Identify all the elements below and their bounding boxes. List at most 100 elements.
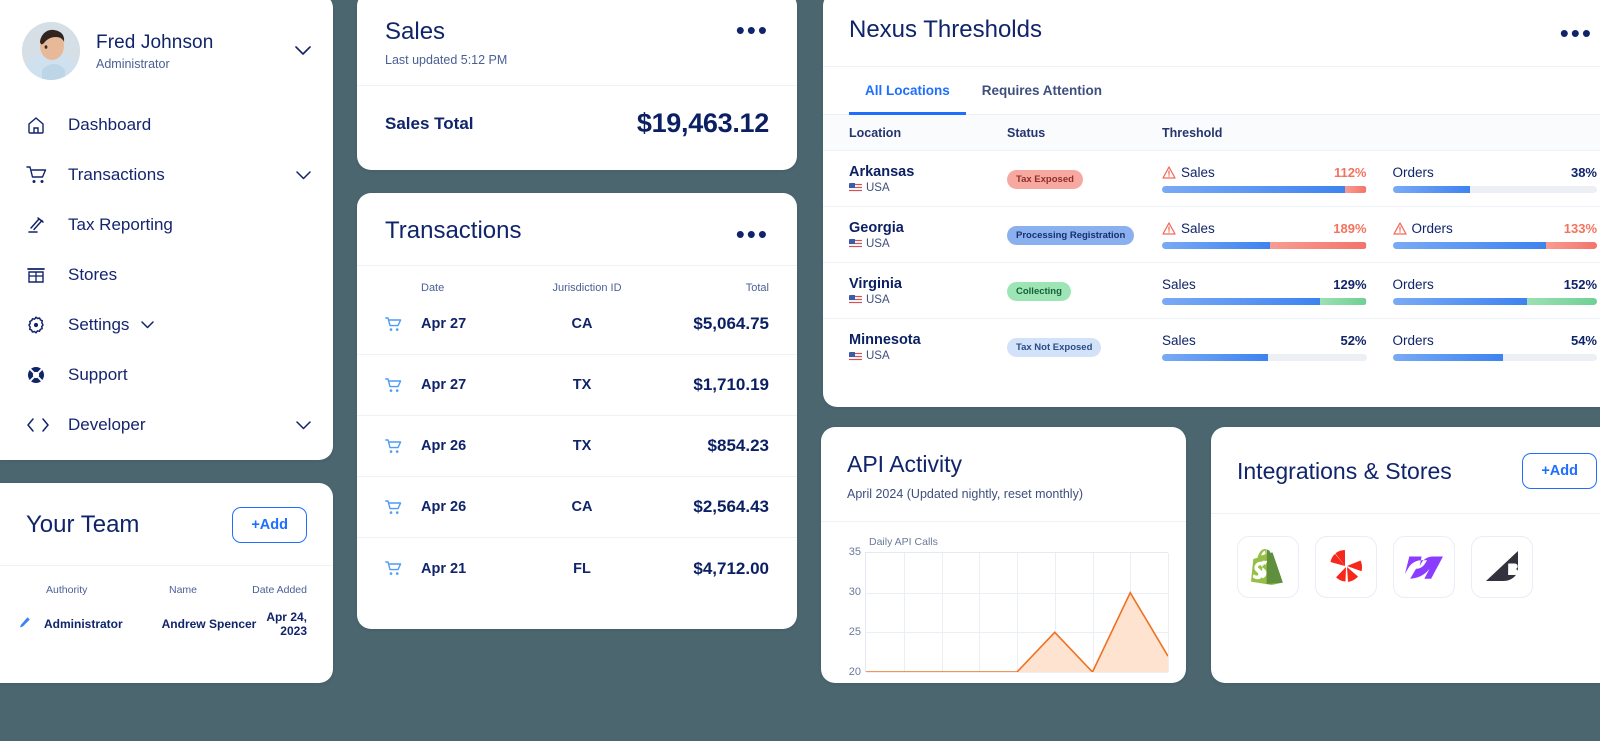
chart-gridline xyxy=(866,632,1168,634)
chart-gridline xyxy=(866,592,1168,594)
progress-bar xyxy=(1162,185,1367,193)
cart-icon xyxy=(385,377,421,393)
chevron-down-icon[interactable] xyxy=(296,420,311,430)
location-name: Minnesota xyxy=(849,332,921,348)
team-col-date: Date Added xyxy=(252,584,307,596)
chart-y-tick: 35 xyxy=(848,546,861,558)
chart-y-tick: 30 xyxy=(848,585,861,598)
cart-icon xyxy=(385,438,421,454)
chart-plot-area: 35 30 25 20 xyxy=(831,546,1169,678)
team-title: Your Team xyxy=(26,511,140,538)
metric-label: Orders xyxy=(1392,276,1434,292)
metric-label: Orders xyxy=(1392,164,1434,180)
profile-name: Fred Johnson xyxy=(96,31,214,53)
nexus-location: Georgia USA xyxy=(849,220,1007,250)
table-row[interactable]: Georgia USA Processing Registration Sales 18… xyxy=(823,207,1600,263)
code-brackets-icon xyxy=(26,417,54,433)
chevron-down-icon[interactable] xyxy=(295,46,311,56)
api-header: API Activity April 2024 (Updated nightly… xyxy=(821,427,1186,522)
sidebar-item-developer[interactable]: Developer xyxy=(0,400,333,450)
table-row[interactable]: Administrator Andrew Spencer Apr 24, 202… xyxy=(0,596,333,638)
threshold-metric-sales: Sales 129% xyxy=(1162,277,1367,305)
cart-icon xyxy=(385,316,421,332)
metric-label: Sales xyxy=(1162,276,1196,292)
table-row[interactable]: Apr 27 TX $1,710.19 xyxy=(357,355,797,416)
sales-total-row: Sales Total $19,463.12 xyxy=(357,86,797,161)
profile-section[interactable]: Fred Johnson Administrator xyxy=(0,0,333,86)
gavel-icon xyxy=(26,215,54,235)
sidebar-item-settings[interactable]: Settings xyxy=(0,300,333,350)
table-row[interactable]: Apr 27 CA $5,064.75 xyxy=(357,294,797,355)
integrations-grid xyxy=(1211,514,1600,598)
more-options-icon[interactable]: ••• xyxy=(1559,18,1593,48)
progress-bar xyxy=(1392,354,1597,361)
sidebar-item-tax-reporting[interactable]: Tax Reporting xyxy=(0,200,333,250)
webflow-logo-icon[interactable] xyxy=(1393,536,1455,598)
nexus-col-status: Status xyxy=(1007,125,1046,140)
nexus-status: Tax Not Exposed xyxy=(1007,337,1162,357)
team-col-authority: Authority xyxy=(46,584,88,596)
sidebar-item-label: Support xyxy=(68,365,128,384)
sidebar-item-stores[interactable]: Stores xyxy=(0,250,333,300)
chart-title: Daily API Calls xyxy=(869,536,938,548)
sales-total-value: $19,463.12 xyxy=(636,108,769,138)
progress-bar xyxy=(1392,297,1597,305)
nexus-rows: Arkansas USA Tax Exposed Sales 112% Orders 38%… xyxy=(823,151,1600,375)
table-row[interactable]: Apr 26 TX $854.23 xyxy=(357,416,797,477)
tx-cell-total: $4,712.00 xyxy=(693,558,769,578)
sidebar-item-label: Settings xyxy=(68,315,130,334)
usa-flag-icon xyxy=(849,183,862,192)
more-options-icon[interactable]: ••• xyxy=(735,219,769,249)
tx-cell-total: $2,564.43 xyxy=(693,497,769,516)
sidebar-item-dashboard[interactable]: Dashboard xyxy=(0,100,333,150)
more-options-icon[interactable]: ••• xyxy=(735,15,769,45)
nexus-thresholds-card: Nexus Thresholds ••• All Locations Requi… xyxy=(823,0,1600,407)
nexus-title: Nexus Thresholds xyxy=(849,16,1042,43)
tab-all-locations[interactable]: All Locations xyxy=(849,67,966,115)
country-label: USA xyxy=(866,350,890,362)
shopping-cart-icon xyxy=(26,165,54,185)
table-row[interactable]: Virginia USA Collecting Sales 129% Orders 152% xyxy=(823,263,1600,319)
team-column-headers: Authority Name Date Added xyxy=(0,566,333,596)
chart-y-axis: 35 30 25 20 xyxy=(831,546,865,678)
api-title: API Activity xyxy=(847,451,963,477)
integrations-add-button[interactable]: +Add xyxy=(1522,453,1597,489)
location-name: Arkansas xyxy=(849,163,915,180)
tx-col-date: Date xyxy=(421,282,445,294)
chevron-down-icon[interactable] xyxy=(141,321,155,329)
chart-gridline xyxy=(979,553,981,672)
shopify-logo-icon[interactable] xyxy=(1237,536,1299,598)
bigcommerce-logo-icon[interactable] xyxy=(1471,536,1533,598)
tx-cell-date: Apr 27 xyxy=(421,377,467,393)
sidebar-item-transactions[interactable]: Transactions xyxy=(0,150,333,200)
metric-percent: 112% xyxy=(1333,164,1367,180)
team-header: Your Team +Add xyxy=(0,483,333,566)
tx-cell-date: Apr 21 xyxy=(421,560,467,577)
chevron-down-icon[interactable] xyxy=(296,170,311,180)
location-country: USA xyxy=(849,238,1007,250)
chart-gridline xyxy=(866,672,1168,673)
table-row[interactable]: Arkansas USA Tax Exposed Sales 112% Orders 38% xyxy=(823,151,1600,207)
threshold-metric-orders: Orders 152% xyxy=(1392,276,1597,305)
tx-cell-jurisdiction: CA xyxy=(571,316,593,332)
sidebar-item-support[interactable]: Support xyxy=(0,350,333,400)
status-badge: Tax Not Exposed xyxy=(1007,338,1102,357)
threshold-metric-orders: Orders 54% xyxy=(1392,333,1597,361)
tx-col-jurisdiction: Jurisdiction ID xyxy=(552,282,622,294)
tx-cell-jurisdiction: CA xyxy=(571,499,593,515)
table-row[interactable]: Apr 26 CA $2,564.43 xyxy=(357,477,797,538)
table-row[interactable]: Minnesota USA Tax Not Exposed Sales 52% Order… xyxy=(823,319,1600,375)
tab-requires-attention[interactable]: Requires Attention xyxy=(981,83,1103,98)
warning-triangle-icon xyxy=(1162,221,1176,235)
tx-cell-total: $5,064.75 xyxy=(693,314,769,333)
progress-bar xyxy=(1392,185,1597,193)
transactions-column-headers: Date Jurisdiction ID Total xyxy=(357,266,797,294)
team-add-button[interactable]: +Add xyxy=(232,507,307,543)
pencil-icon[interactable] xyxy=(18,616,44,632)
tx-col-total: Total xyxy=(745,282,769,294)
transactions-header: Transactions ••• xyxy=(357,193,797,266)
location-name: Virginia xyxy=(849,275,902,292)
red-pinwheel-logo-icon[interactable] xyxy=(1315,536,1377,598)
table-row[interactable]: Apr 21 FL $4,712.00 xyxy=(357,538,797,599)
integrations-stores-card: Integrations & Stores +Add xyxy=(1211,427,1600,683)
